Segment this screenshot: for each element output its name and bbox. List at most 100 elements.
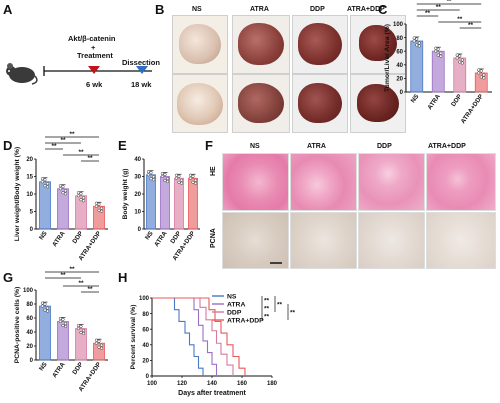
data-point — [479, 75, 483, 79]
data-point — [100, 346, 104, 350]
category-label: DDP — [169, 230, 182, 245]
significance-label: ** — [446, 0, 452, 5]
panel-h-survival-chart: 0 20 40 60 80 100 100 120 140 160 180 Days after tr… — [130, 293, 296, 397]
photo-header-ns: NS — [192, 6, 202, 13]
data-point — [61, 323, 65, 328]
data-point — [146, 170, 150, 174]
category-label: DDP — [71, 230, 84, 245]
data-point — [460, 58, 464, 62]
y-tick-label: 100 — [23, 288, 34, 294]
data-point — [61, 191, 65, 195]
data-point — [40, 301, 44, 305]
data-point — [82, 331, 86, 336]
data-point — [94, 341, 98, 345]
panel-label-h: H — [118, 270, 128, 285]
survival-line — [152, 297, 218, 376]
data-point — [436, 53, 440, 57]
timepoint-18wk: 18 wk — [131, 80, 152, 89]
data-point — [415, 37, 419, 41]
data-point — [40, 180, 44, 184]
data-point — [46, 309, 50, 313]
data-point — [94, 204, 98, 208]
data-point — [61, 185, 65, 189]
data-point — [194, 181, 198, 185]
row-label-he: HE — [210, 166, 217, 176]
bar — [160, 176, 170, 230]
y-axis-label: Body weight (g) — [122, 169, 129, 220]
timeline — [43, 66, 152, 76]
y-tick-label: 60 — [26, 316, 33, 322]
panel-label-e: E — [118, 138, 127, 153]
data-point — [43, 302, 47, 306]
significance-label: ** — [264, 297, 270, 304]
y-tick-label: 80 — [26, 302, 33, 308]
dissection-marker-icon — [136, 66, 148, 74]
significance-label: ** — [457, 16, 463, 23]
data-point — [82, 199, 86, 203]
x-tick-label: 180 — [267, 381, 278, 387]
model-line-1: Akt/β-catenin — [68, 34, 116, 43]
liver-photo-ddp-2 — [292, 74, 348, 133]
data-point — [439, 54, 443, 58]
data-point — [97, 345, 101, 349]
data-point — [477, 68, 481, 72]
data-point — [439, 51, 443, 55]
data-point — [434, 46, 438, 50]
data-point — [64, 321, 68, 326]
category-label: NS — [38, 230, 49, 241]
y-tick-label: 100 — [139, 296, 150, 302]
panel-label-g: G — [3, 270, 14, 285]
he-image-ddp — [358, 153, 425, 211]
bar — [39, 305, 51, 361]
data-point — [79, 192, 83, 196]
histo-header-ns: NS — [250, 143, 260, 150]
y-axis-label: Percent survival (%) — [130, 305, 137, 370]
category-label: ATRA+DDP — [460, 93, 485, 125]
x-tick-label: 160 — [237, 381, 248, 387]
y-axis-label: PCNA-positive cells (%) — [14, 287, 21, 364]
data-point — [166, 179, 170, 184]
he-image-atra — [290, 153, 357, 211]
data-point — [412, 36, 416, 40]
y-tick-label: 0 — [146, 374, 150, 380]
y-tick-label: 10 — [134, 210, 141, 216]
histo-header-atra-ddp: ATRA+DDP — [428, 143, 466, 150]
model-line-2: + — [91, 43, 96, 52]
data-point — [163, 178, 167, 183]
y-tick-label: 20 — [396, 77, 403, 83]
treatment-marker-icon — [88, 66, 100, 74]
significance-label: ** — [60, 272, 66, 279]
bar — [431, 50, 445, 93]
significance-label: ** — [60, 137, 66, 144]
data-point — [82, 328, 86, 333]
data-point — [76, 326, 80, 331]
bar — [174, 177, 184, 230]
data-point — [76, 323, 80, 328]
significance-label: ** — [436, 4, 442, 11]
data-point — [76, 194, 80, 198]
liver-photo-atra-ddp-1 — [350, 15, 406, 74]
category-label: NS — [38, 361, 49, 372]
data-point — [79, 330, 83, 335]
category-label: NS — [144, 230, 155, 241]
liver-photo-atra-1 — [232, 15, 290, 74]
y-tick-label: 40 — [134, 157, 141, 163]
bar — [57, 188, 69, 230]
data-point — [417, 44, 421, 48]
data-point — [58, 319, 62, 324]
data-point — [97, 339, 101, 343]
y-axis-label: Tumor/Liver Area (%) — [384, 24, 391, 92]
significance-label: ** — [264, 305, 270, 312]
data-point — [482, 76, 486, 80]
panel-label-c: C — [378, 2, 388, 17]
data-point — [479, 69, 483, 73]
liver-photo-atra-2 — [232, 74, 290, 133]
panel-label-d: D — [3, 138, 13, 153]
category-label: ATRA — [426, 93, 442, 111]
data-point — [460, 61, 464, 65]
data-point — [152, 175, 156, 179]
data-point — [412, 39, 416, 43]
panel-label-f: F — [205, 138, 213, 153]
